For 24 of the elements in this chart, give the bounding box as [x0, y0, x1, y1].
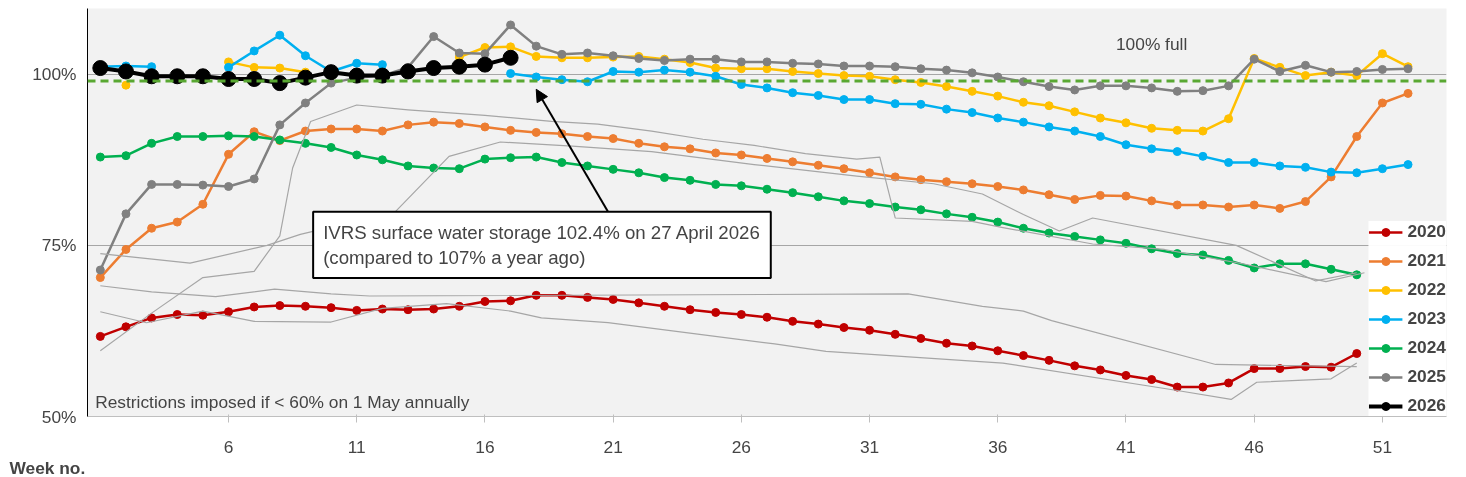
- legend-label: 2021: [1407, 250, 1446, 271]
- annotation: IVRS surface water storage 102.4% on 27 April 2026 (compared to 107% a year ago): [323, 221, 760, 269]
- x-tick-label: 31: [859, 436, 880, 457]
- legend-label: 2026: [1407, 395, 1446, 416]
- x-tick-label: 11: [347, 436, 366, 457]
- x-tick-label: 51: [1372, 436, 1393, 457]
- legend-label: 2025: [1407, 366, 1446, 387]
- x-tick-label: 41: [1116, 436, 1136, 457]
- annotation: Restrictions imposed if < 60% on 1 May annually: [95, 392, 470, 413]
- y-tick-label: 100%: [32, 64, 77, 85]
- legend-label: 2024: [1407, 337, 1446, 358]
- x-tick-label: 6: [223, 436, 234, 457]
- annotation: 100% full: [1115, 34, 1188, 55]
- legend-label: 2022: [1407, 279, 1446, 300]
- y-tick-label: 75%: [41, 235, 77, 256]
- x-tick-label: 36: [988, 436, 1008, 457]
- legend-label: 2020: [1407, 221, 1446, 242]
- x-tick-label: 21: [603, 436, 623, 457]
- legend-label: 2023: [1407, 308, 1446, 329]
- x-tick-label: 46: [1244, 436, 1264, 457]
- x-tick-label: 16: [475, 436, 495, 457]
- y-tick-label: 50%: [41, 406, 77, 427]
- x-axis-title: Week no.: [9, 457, 86, 477]
- x-tick-label: 26: [731, 436, 751, 457]
